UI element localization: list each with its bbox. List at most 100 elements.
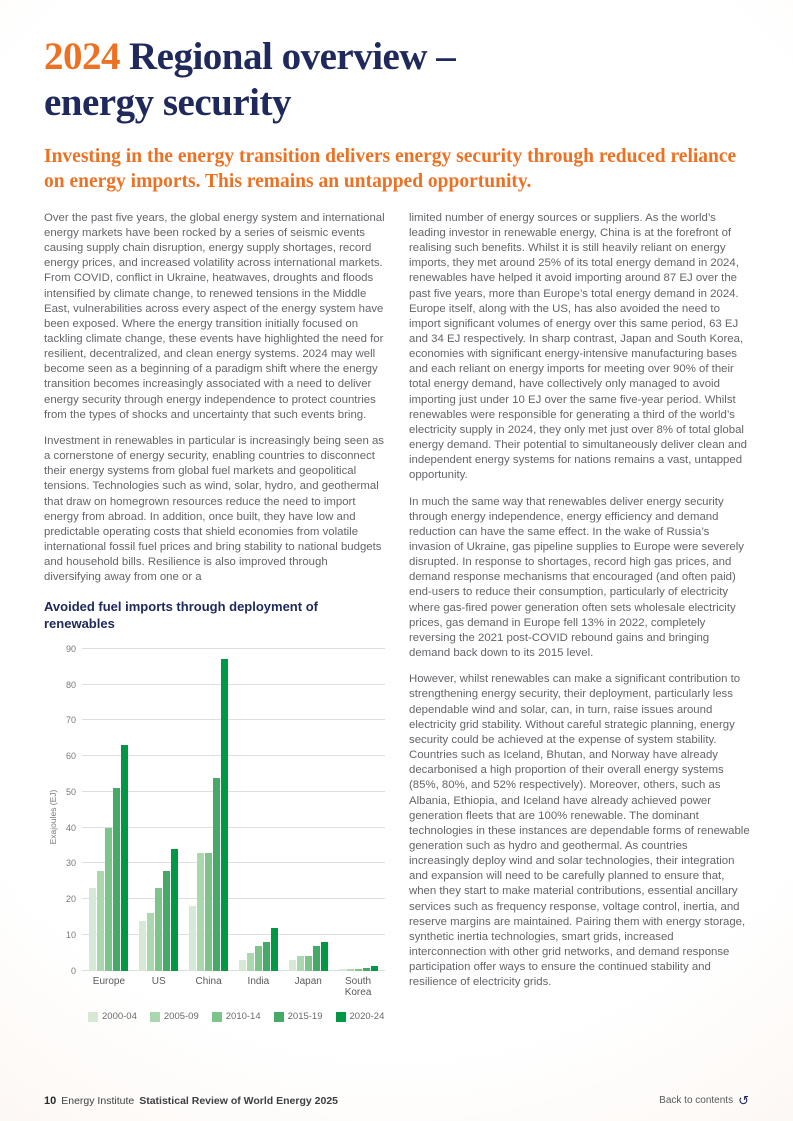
chart-title: Avoided fuel imports through deployment …	[44, 599, 318, 632]
bar-group-europe	[84, 649, 134, 971]
y-tick-label: 70	[65, 715, 76, 726]
bar	[262, 942, 270, 971]
bar	[370, 966, 378, 971]
bar	[147, 913, 155, 971]
bar	[238, 960, 246, 971]
bar	[362, 968, 370, 971]
gridline: 50	[66, 787, 385, 797]
gridline: 60	[66, 751, 385, 761]
legend-label: 2000-04	[102, 1010, 137, 1022]
bar	[197, 852, 205, 971]
gridline: 90	[66, 644, 385, 654]
gridline: 30	[66, 858, 385, 868]
gridline: 20	[66, 894, 385, 904]
bar	[89, 888, 97, 971]
bar	[338, 969, 346, 971]
chart-legend: 2000-04 2005-09 2010-14 2015-19 2020-24	[88, 1011, 385, 1024]
bar	[189, 906, 197, 971]
bar	[270, 927, 278, 971]
bar	[171, 849, 179, 971]
legend-label: 2015-19	[287, 1010, 323, 1022]
legend-swatch	[88, 1012, 98, 1023]
bar	[320, 942, 328, 971]
y-tick-label: 0	[70, 965, 76, 976]
legend-swatch	[335, 1012, 346, 1023]
back-to-contents-label: Back to contents	[659, 1095, 734, 1106]
gridline: 40	[66, 823, 385, 833]
paragraph: Over the past five years, the global ene…	[44, 211, 385, 421]
bar-groups	[82, 649, 385, 971]
page-footer: 10 Energy Institute Statistical Review o…	[44, 1086, 749, 1107]
y-tick-label: 40	[65, 822, 76, 833]
gridline: 0	[71, 966, 385, 976]
paragraph: However, whilst renewables can make a si…	[409, 673, 750, 989]
page-number: 10	[44, 1094, 57, 1107]
footer-publisher: Energy Institute	[61, 1094, 135, 1107]
page-title: 2024 Regional overview – energy security	[44, 34, 749, 126]
bar-group-india	[233, 649, 283, 971]
bar	[288, 960, 296, 971]
bar	[155, 888, 163, 971]
back-arrow-icon: ↺	[738, 1093, 749, 1108]
legend-label: 2010-14	[225, 1010, 261, 1022]
bar	[121, 745, 129, 971]
gridline: 80	[66, 680, 385, 690]
legend-swatch	[149, 1012, 160, 1023]
y-tick-label: 10	[65, 929, 76, 940]
footer-publication: Statistical Review of World Energy 2025	[139, 1094, 339, 1107]
bar-group-us	[134, 649, 184, 971]
left-column: Over the past five years, the global ene…	[44, 211, 385, 1024]
bar	[304, 956, 312, 971]
bar	[213, 777, 221, 971]
bar	[163, 870, 171, 971]
bar	[254, 945, 262, 971]
x-axis-labels: Europe US China India Japan South Korea	[82, 976, 385, 999]
standfirst: Investing in the energy transition deliv…	[44, 146, 737, 193]
x-axis-label: India	[247, 975, 270, 987]
bar-group-japan	[283, 649, 333, 971]
y-tick-label: 50	[65, 786, 76, 797]
x-axis-label: Europe	[92, 975, 126, 987]
back-to-contents-link[interactable]: Back to contents ↺	[659, 1094, 749, 1107]
bar	[139, 920, 147, 971]
bar	[113, 788, 121, 971]
y-tick-label: 30	[65, 858, 76, 869]
bar	[296, 956, 304, 971]
bar	[105, 827, 113, 971]
y-tick-label: 60	[65, 751, 76, 762]
paragraph: limited number of energy sources or supp…	[409, 211, 747, 482]
x-axis-label: South Korea	[344, 975, 372, 999]
footer-citation: 10 Energy Institute Statistical Review o…	[44, 1095, 338, 1107]
bar	[346, 968, 354, 971]
title-line2: energy security	[44, 81, 292, 125]
right-column: limited number of energy sources or supp…	[409, 211, 750, 1024]
x-axis-label: China	[195, 975, 222, 987]
y-tick-label: 90	[65, 643, 76, 654]
legend-swatch	[273, 1012, 284, 1023]
paragraph: In much the same way that renewables del…	[409, 495, 744, 660]
paragraph: Investment in renewables in particular i…	[44, 434, 385, 584]
legend-item: 2020-24	[335, 1010, 385, 1024]
bar	[312, 945, 320, 971]
legend-item: 2005-09	[149, 1011, 199, 1024]
gridline: 10	[66, 930, 385, 940]
title-year: 2024	[44, 35, 121, 78]
bar	[221, 659, 229, 971]
title-line1: Regional overview –	[129, 35, 456, 78]
gridline: 70	[66, 715, 385, 725]
bar-group-china	[184, 649, 234, 971]
page-header: 2024 Regional overview – energy security I…	[44, 34, 749, 211]
bar-group-south-korea	[333, 649, 383, 971]
chart-avoided-fuel-imports: Exajoules (EJ) 0 10 20 30 40 50 60 70 80 90 Europ…	[44, 641, 385, 1024]
legend-item: 2010-14	[211, 1010, 261, 1024]
bar	[205, 852, 213, 971]
legend-label: 2020-24	[349, 1010, 385, 1022]
y-tick-label: 20	[65, 894, 76, 905]
legend-item: 2015-19	[273, 1010, 323, 1024]
chart-plot: 0 10 20 30 40 50 60 70 80 90	[66, 644, 385, 976]
x-axis-label: Japan	[294, 975, 322, 987]
x-axis-label: US	[151, 975, 166, 987]
legend-swatch	[211, 1012, 222, 1023]
bar	[97, 870, 105, 971]
